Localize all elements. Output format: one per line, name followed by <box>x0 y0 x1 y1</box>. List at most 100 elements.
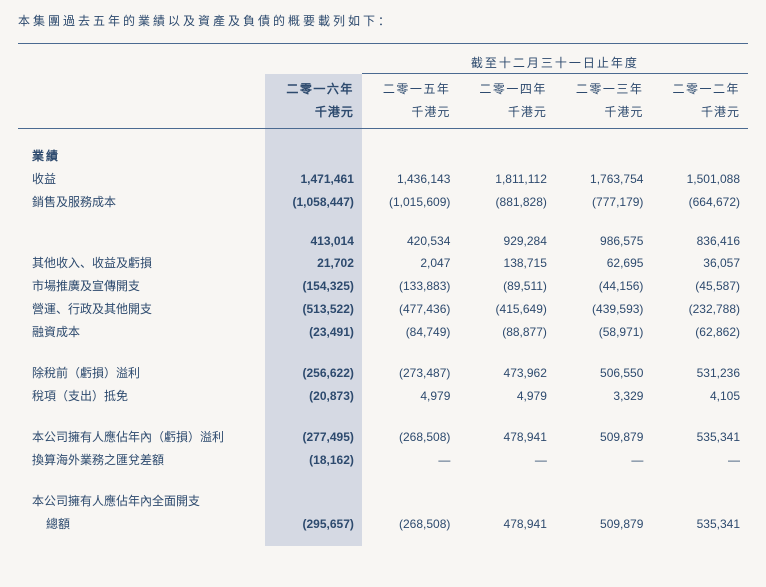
row-gross: 413,014 420,534 929,284 986,575 836,416 <box>18 231 748 251</box>
cell: (513,522) <box>265 297 362 320</box>
cell: (256,622) <box>265 361 362 384</box>
cell: (45,587) <box>651 274 748 297</box>
cell: (62,862) <box>651 320 748 343</box>
cell: 420,534 <box>362 231 459 251</box>
year-2012: 二零一二年 <box>651 74 748 101</box>
row-revenue: 收益 1,471,461 1,436,143 1,811,112 1,763,7… <box>18 167 748 190</box>
cell: 4,979 <box>458 384 555 407</box>
cell: 4,979 <box>362 384 459 407</box>
unit-cell: 千港元 <box>458 100 555 129</box>
cell: 1,436,143 <box>362 167 459 190</box>
row-label: 銷售及服務成本 <box>18 190 265 213</box>
section-results: 業績 <box>18 129 748 168</box>
unit-cell: 千港元 <box>362 100 459 129</box>
cell: 986,575 <box>555 231 652 251</box>
year-2016: 二零一六年 <box>265 74 362 101</box>
cell: 21,702 <box>265 251 362 274</box>
cell: (88,877) <box>458 320 555 343</box>
cell: 478,941 <box>458 512 555 546</box>
row-total-label: 本公司擁有人應佔年內全面開支 <box>18 489 748 512</box>
blank-header <box>18 44 265 74</box>
cell: 929,284 <box>458 231 555 251</box>
cell: — <box>651 448 748 471</box>
row-label: 總額 <box>18 512 265 546</box>
row-pretax: 除稅前（虧損）溢利 (256,622) (273,487) 473,962 50… <box>18 361 748 384</box>
cell: 531,236 <box>651 361 748 384</box>
cell: (133,883) <box>362 274 459 297</box>
row-label: 收益 <box>18 167 265 190</box>
cell: 138,715 <box>458 251 555 274</box>
cell: (415,649) <box>458 297 555 320</box>
year-2014: 二零一四年 <box>458 74 555 101</box>
cell: (1,058,447) <box>265 190 362 213</box>
cell: (84,749) <box>362 320 459 343</box>
cell: 62,695 <box>555 251 652 274</box>
cell: 4,105 <box>651 384 748 407</box>
row-label: 除稅前（虧損）溢利 <box>18 361 265 384</box>
cell: — <box>362 448 459 471</box>
row-other-income: 其他收入、收益及虧損 21,702 2,047 138,715 62,695 3… <box>18 251 748 274</box>
cell: (277,495) <box>265 425 362 448</box>
year-2013: 二零一三年 <box>555 74 652 101</box>
cell: (664,672) <box>651 190 748 213</box>
cell: (477,436) <box>362 297 459 320</box>
intro-text: 本集團過去五年的業績以及資產及負債的概要載列如下： <box>18 12 748 29</box>
cell: 2,047 <box>362 251 459 274</box>
cell: 478,941 <box>458 425 555 448</box>
cell: 1,811,112 <box>458 167 555 190</box>
row-owners: 本公司擁有人應佔年內（虧損）溢利 (277,495) (268,508) 478… <box>18 425 748 448</box>
cell: (268,508) <box>362 425 459 448</box>
row-label: 換算海外業務之匯兌差額 <box>18 448 265 471</box>
row-label <box>18 231 265 251</box>
cell: — <box>555 448 652 471</box>
row-finance-cost: 融資成本 (23,491) (84,749) (88,877) (58,971)… <box>18 320 748 343</box>
cell: — <box>458 448 555 471</box>
cell: 506,550 <box>555 361 652 384</box>
cell: 1,501,088 <box>651 167 748 190</box>
cell: 535,341 <box>651 512 748 546</box>
cell: (58,971) <box>555 320 652 343</box>
cell: 3,329 <box>555 384 652 407</box>
cell: 509,879 <box>555 512 652 546</box>
cell: (154,325) <box>265 274 362 297</box>
cell: (268,508) <box>362 512 459 546</box>
cell: (439,593) <box>555 297 652 320</box>
cell: (1,015,609) <box>362 190 459 213</box>
year-2015: 二零一五年 <box>362 74 459 101</box>
row-admin: 營運、行政及其他開支 (513,522) (477,436) (415,649)… <box>18 297 748 320</box>
row-forex: 換算海外業務之匯兌差額 (18,162) — — — — <box>18 448 748 471</box>
row-label: 稅項（支出）抵免 <box>18 384 265 407</box>
cell: (20,873) <box>265 384 362 407</box>
financial-table: . 截至十二月三十一日止年度 二零一六年 二零一五年 二零一四年 二零一三年 二… <box>18 44 748 546</box>
cell: 535,341 <box>651 425 748 448</box>
super-header-row: . 截至十二月三十一日止年度 <box>18 44 748 74</box>
row-label: 本公司擁有人應佔年內（虧損）溢利 <box>18 425 265 448</box>
year-row: 二零一六年 二零一五年 二零一四年 二零一三年 二零一二年 <box>18 74 748 101</box>
row-label: 營運、行政及其他開支 <box>18 297 265 320</box>
cell: 36,057 <box>651 251 748 274</box>
unit-cell: 千港元 <box>651 100 748 129</box>
cell: 413,014 <box>265 231 362 251</box>
cell: 509,879 <box>555 425 652 448</box>
cell: (232,788) <box>651 297 748 320</box>
row-total: 總額 (295,657) (268,508) 478,941 509,879 5… <box>18 512 748 546</box>
cell: (777,179) <box>555 190 652 213</box>
row-label: 其他收入、收益及虧損 <box>18 251 265 274</box>
cell: (295,657) <box>265 512 362 546</box>
cell: (273,487) <box>362 361 459 384</box>
cell: (89,511) <box>458 274 555 297</box>
cell: 1,471,461 <box>265 167 362 190</box>
row-cost: 銷售及服務成本 (1,058,447) (1,015,609) (881,828… <box>18 190 748 213</box>
cell: 1,763,754 <box>555 167 652 190</box>
row-label: 融資成本 <box>18 320 265 343</box>
row-marketing: 市場推廣及宣傳開支 (154,325) (133,883) (89,511) (… <box>18 274 748 297</box>
row-label: 本公司擁有人應佔年內全面開支 <box>18 489 265 512</box>
cell: (23,491) <box>265 320 362 343</box>
cell: (44,156) <box>555 274 652 297</box>
row-tax: 稅項（支出）抵免 (20,873) 4,979 4,979 3,329 4,10… <box>18 384 748 407</box>
row-label: 市場推廣及宣傳開支 <box>18 274 265 297</box>
cell: 836,416 <box>651 231 748 251</box>
period-header: 截至十二月三十一日止年度 <box>362 44 748 74</box>
unit-cell: 千港元 <box>265 100 362 129</box>
cell: (881,828) <box>458 190 555 213</box>
